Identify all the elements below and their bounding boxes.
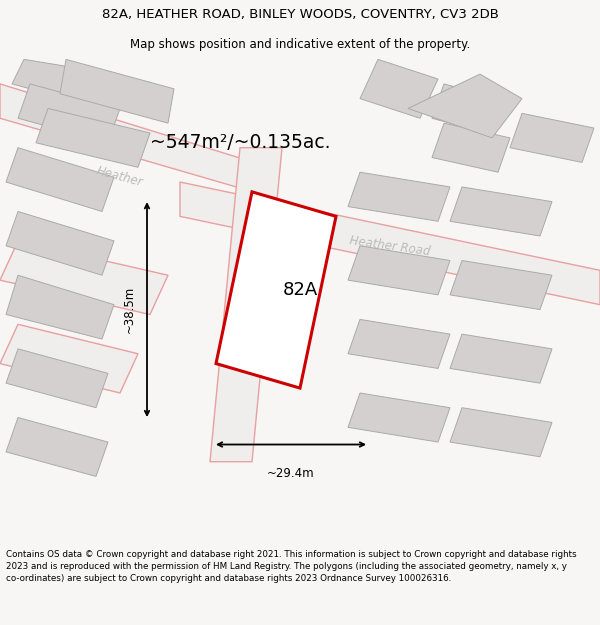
Polygon shape [450,261,552,309]
Polygon shape [210,148,282,462]
Polygon shape [360,59,438,118]
Text: ~547m²/~0.135ac.: ~547m²/~0.135ac. [150,133,330,152]
Polygon shape [216,192,336,388]
Polygon shape [408,74,522,138]
Text: 82A: 82A [283,281,317,299]
Polygon shape [6,148,114,211]
Polygon shape [0,241,168,314]
Text: ~38.5m: ~38.5m [123,286,136,333]
Text: Heather: Heather [95,164,145,189]
Polygon shape [450,408,552,457]
Text: 82A, HEATHER ROAD, BINLEY WOODS, COVENTRY, CV3 2DB: 82A, HEATHER ROAD, BINLEY WOODS, COVENTR… [101,8,499,21]
Polygon shape [12,59,114,109]
Polygon shape [60,59,174,123]
Polygon shape [6,275,114,339]
Polygon shape [432,123,510,172]
Polygon shape [348,319,450,369]
Polygon shape [348,173,450,221]
Text: Woodlands Road: Woodlands Road [227,261,247,349]
Polygon shape [180,182,600,304]
Polygon shape [348,393,450,442]
Polygon shape [0,324,138,393]
Polygon shape [6,418,108,476]
Text: Heather Road: Heather Road [349,234,431,258]
Polygon shape [6,211,114,275]
Polygon shape [450,187,552,236]
Polygon shape [432,84,480,128]
Polygon shape [0,84,270,197]
Polygon shape [510,113,594,162]
Polygon shape [36,109,150,168]
Polygon shape [450,334,552,383]
Text: Map shows position and indicative extent of the property.: Map shows position and indicative extent… [130,38,470,51]
Polygon shape [348,246,450,295]
Text: Contains OS data © Crown copyright and database right 2021. This information is : Contains OS data © Crown copyright and d… [6,550,577,582]
Polygon shape [6,349,108,408]
Text: ~29.4m: ~29.4m [267,467,315,479]
Polygon shape [18,84,120,142]
